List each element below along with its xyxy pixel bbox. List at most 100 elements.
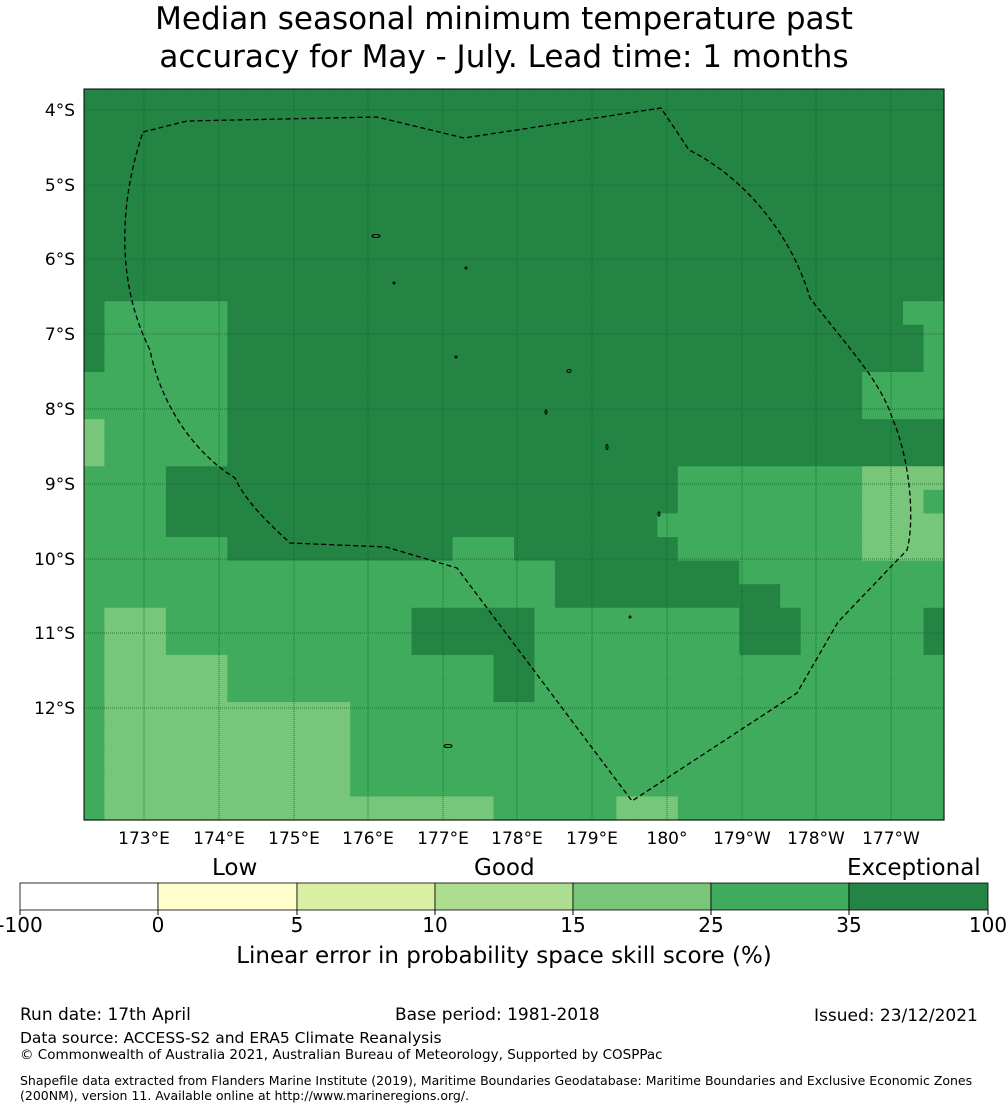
map-cell — [903, 513, 925, 538]
map-cell — [841, 136, 863, 161]
map-cell — [575, 631, 597, 656]
map-cell — [411, 371, 433, 397]
map-cell — [452, 159, 474, 184]
map-cell — [309, 254, 331, 279]
map-cell — [718, 584, 740, 609]
map-cell — [677, 324, 699, 349]
map-cell — [84, 89, 106, 114]
latitude-label: 7°S — [45, 325, 75, 345]
latitude-label: 9°S — [45, 475, 75, 495]
category-low: Low — [212, 855, 258, 881]
map-cell — [595, 206, 617, 232]
map-cell — [575, 89, 597, 114]
map-cell — [780, 395, 802, 420]
map-cell — [309, 654, 331, 680]
colorbar-segment — [572, 882, 712, 911]
map-cell — [698, 607, 720, 632]
map-cell — [329, 301, 351, 326]
map-cell — [636, 749, 658, 774]
map-cell — [821, 230, 843, 255]
map-cell — [636, 419, 658, 444]
map-cell — [288, 395, 310, 420]
map-cell — [84, 725, 106, 750]
map-cell — [636, 136, 658, 161]
map-cell — [759, 230, 781, 255]
map-cell — [309, 277, 331, 302]
map-cell — [350, 395, 372, 420]
map-cell — [411, 112, 433, 137]
map-cell — [841, 725, 863, 750]
map-cell — [677, 702, 699, 727]
map-cell — [268, 183, 290, 208]
map-cell — [821, 654, 843, 680]
map-cell — [780, 301, 802, 326]
map-cell — [636, 631, 658, 656]
map-cell — [698, 654, 720, 680]
map-cell — [718, 301, 740, 326]
map-cell — [104, 254, 126, 279]
map-cell — [677, 466, 699, 491]
map-cell — [206, 89, 228, 114]
map-cell — [391, 442, 413, 467]
map-cell — [247, 442, 269, 467]
map-cell — [595, 254, 617, 279]
map-cell — [411, 159, 433, 184]
map-cell — [616, 489, 638, 515]
map-cell — [636, 560, 658, 585]
map-cell — [411, 442, 433, 467]
map-cell — [739, 489, 761, 515]
map-cell — [923, 772, 945, 798]
map-cell — [698, 513, 720, 538]
map-cell — [923, 89, 945, 114]
map-cell — [370, 159, 392, 184]
latitude-label: 10°S — [34, 550, 75, 570]
map-cell — [329, 702, 351, 727]
map-cell — [514, 560, 536, 585]
map-cell — [923, 654, 945, 680]
latitude-label: 5°S — [45, 176, 75, 196]
island-outlines — [371, 234, 661, 748]
map-cell — [493, 513, 515, 538]
map-cell — [554, 89, 577, 114]
map-cell — [227, 654, 249, 680]
map-cell — [268, 607, 290, 632]
map-cell — [370, 678, 392, 703]
map-cell — [554, 560, 577, 585]
map-cell — [903, 772, 925, 798]
map-cell — [104, 702, 126, 727]
map-cell — [903, 702, 925, 727]
map-cell — [370, 348, 392, 373]
map-cell — [554, 678, 577, 703]
map-cell — [595, 442, 617, 467]
map-cell — [350, 183, 372, 208]
map-cell — [493, 772, 515, 798]
map-cell — [534, 654, 556, 680]
map-cell — [145, 654, 167, 680]
map-cell — [534, 631, 556, 656]
map-cell — [329, 395, 351, 420]
map-cell — [145, 136, 167, 161]
longitude-label: 174°E — [193, 829, 245, 849]
island-outline — [628, 615, 632, 619]
map-cell — [677, 772, 699, 798]
map-cell — [493, 254, 515, 279]
map-cell — [800, 702, 822, 727]
map-cell — [124, 749, 147, 774]
map-cell — [882, 183, 904, 208]
map-cell — [104, 112, 126, 137]
map-cell — [595, 584, 617, 609]
map-cell — [493, 442, 515, 467]
map-cell — [165, 749, 187, 774]
map-cell — [780, 206, 802, 232]
map-cell — [657, 749, 679, 774]
map-cell — [370, 560, 392, 585]
map-cell — [309, 206, 331, 232]
map-cell — [657, 301, 679, 326]
map-cell — [432, 112, 454, 137]
map-cell — [595, 112, 617, 137]
map-cell — [145, 254, 167, 279]
map-cell — [698, 348, 720, 373]
map-cell — [575, 584, 597, 609]
map-cell — [411, 348, 433, 373]
map-cell — [104, 419, 126, 444]
